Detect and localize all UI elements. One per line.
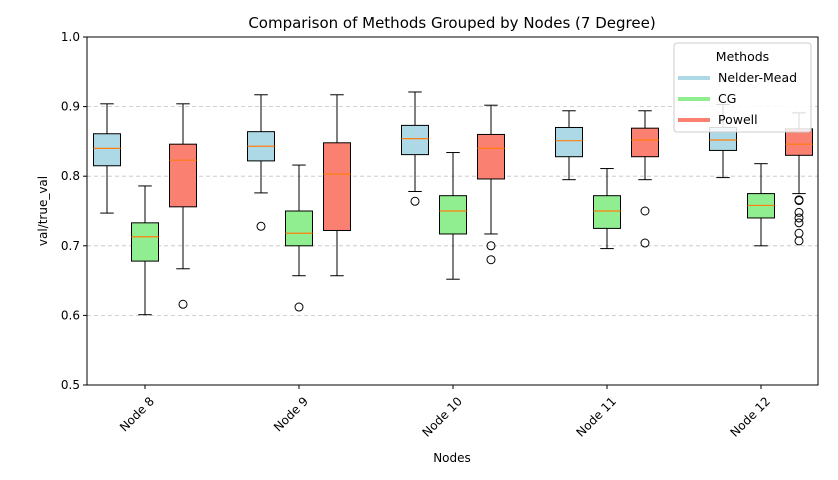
- box-group: [439, 152, 467, 280]
- box-group: [131, 185, 159, 316]
- box-group: [593, 168, 621, 250]
- outlier-point: [486, 255, 496, 265]
- box-iqr: [93, 133, 121, 167]
- outlier-point: [794, 213, 804, 223]
- box-iqr: [785, 128, 813, 156]
- box-iqr: [285, 210, 313, 247]
- outlier-point: [640, 238, 650, 248]
- y-tick-label: 0.8: [61, 169, 80, 183]
- box-iqr: [323, 142, 351, 231]
- box-iqr: [439, 195, 467, 235]
- legend-label: Nelder-Mead: [718, 70, 797, 85]
- box-group: [323, 94, 351, 277]
- outlier-point: [794, 195, 804, 205]
- chart-title: Comparison of Methods Grouped by Nodes (…: [248, 14, 655, 32]
- x-axis-title: Nodes: [433, 451, 471, 465]
- box-group: [285, 164, 313, 312]
- legend: Methods Nelder-Mead CG Powell: [673, 42, 812, 133]
- y-tick-label: 0.9: [61, 100, 80, 114]
- box-group: [247, 94, 275, 231]
- box-layer: [93, 91, 813, 316]
- box-group: [401, 91, 429, 206]
- outlier-point: [178, 299, 188, 309]
- outlier-point: [486, 241, 496, 251]
- legend-label: Powell: [718, 112, 758, 127]
- box-iqr: [555, 126, 583, 158]
- y-tick-label: 0.6: [61, 308, 80, 322]
- legend-label: CG: [718, 91, 736, 106]
- box-group: [631, 110, 659, 248]
- outlier-point: [794, 207, 804, 217]
- legend-box: [673, 42, 812, 133]
- box-group: [477, 104, 505, 265]
- y-tick-label: 0.5: [61, 378, 80, 392]
- outlier-point: [256, 221, 266, 231]
- outlier-point: [640, 206, 650, 216]
- box-iqr: [631, 127, 659, 158]
- box-group: [747, 163, 775, 247]
- box-group: [169, 103, 197, 309]
- box-group: [555, 110, 583, 181]
- legend-title: Methods: [716, 49, 769, 64]
- box-iqr: [593, 195, 621, 229]
- y-tick-label: 0.7: [61, 239, 80, 253]
- outlier-point: [794, 218, 804, 228]
- outlier-point: [294, 302, 304, 312]
- box-iqr: [477, 133, 505, 180]
- y-axis-title: val/true_val: [36, 176, 50, 246]
- box-iqr: [131, 222, 159, 262]
- box-iqr: [401, 124, 429, 156]
- outlier-point: [410, 196, 420, 206]
- box-iqr: [169, 143, 197, 208]
- box-group: [93, 103, 121, 214]
- y-tick-label: 1.0: [61, 30, 80, 44]
- outlier-point: [794, 236, 804, 246]
